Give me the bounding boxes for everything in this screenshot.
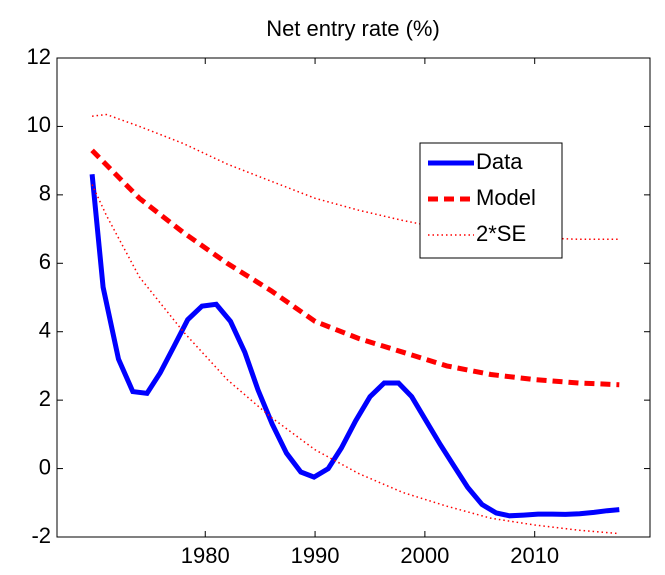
legend-label: 2*SE <box>476 221 526 246</box>
y-tick-label: -2 <box>31 523 51 548</box>
y-tick-label: 2 <box>39 386 51 411</box>
y-tick-label: 10 <box>27 112 51 137</box>
chart-title: Net entry rate (%) <box>266 16 440 41</box>
legend-label: Model <box>476 185 536 210</box>
y-tick-label: 4 <box>39 318 51 343</box>
plot-frame <box>56 57 651 538</box>
x-tick-label: 2000 <box>400 543 449 568</box>
y-tick-label: 6 <box>39 249 51 274</box>
legend-label: Data <box>476 149 523 174</box>
x-tick-label: 1990 <box>291 543 340 568</box>
x-tick-label: 2010 <box>510 543 559 568</box>
series-line <box>89 174 620 519</box>
x-tick-label: 1980 <box>181 543 230 568</box>
y-tick-label: 0 <box>39 454 51 479</box>
series-line <box>90 148 620 388</box>
y-tick-label: 8 <box>39 181 51 206</box>
y-tick-label: 12 <box>27 44 51 69</box>
